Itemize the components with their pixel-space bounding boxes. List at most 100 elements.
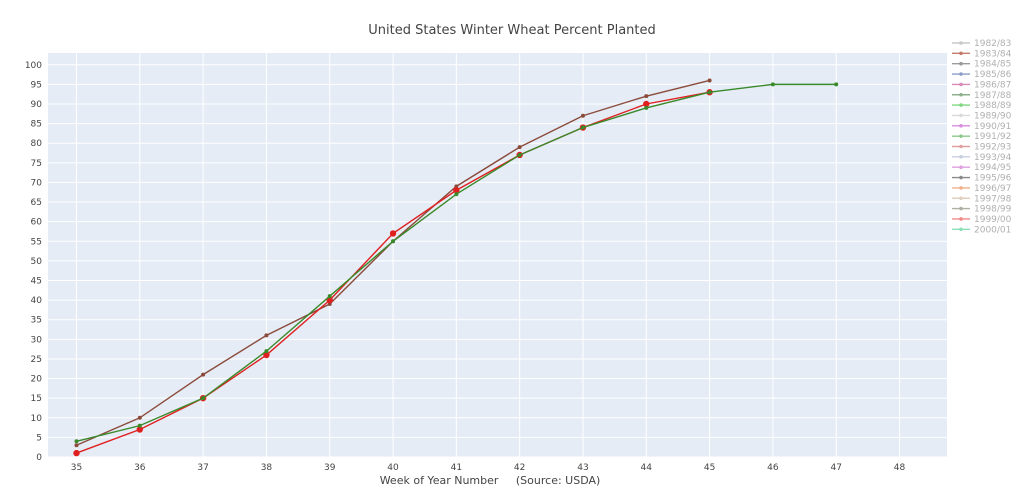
legend-item[interactable]: 1989/90 <box>952 111 1012 121</box>
legend-label: 1989/90 <box>974 111 1012 121</box>
gridlines <box>48 53 947 458</box>
legend-item[interactable]: 1994/95 <box>952 163 1011 173</box>
legend-label: 1991/92 <box>974 132 1011 142</box>
legend-item[interactable]: 1982/83 <box>952 39 1011 49</box>
legend-label: 1984/85 <box>974 60 1011 70</box>
legend-label: 1987/88 <box>974 91 1012 101</box>
y-tick-label: 15 <box>31 394 42 404</box>
legend-item[interactable]: 1985/86 <box>952 70 1012 80</box>
x-tick-label: 35 <box>71 463 82 473</box>
legend-marker-swatch <box>959 41 963 45</box>
x-tick-label: 38 <box>261 463 273 473</box>
y-tick-label: 85 <box>31 120 42 130</box>
legend-marker-swatch <box>959 113 963 118</box>
legend-item[interactable]: 1992/93 <box>952 143 1011 153</box>
data-point <box>453 187 460 194</box>
legend-label: 1985/86 <box>974 70 1012 80</box>
legend-label: 2000/01 <box>974 225 1011 235</box>
legend-item[interactable]: 1988/89 <box>952 101 1012 111</box>
x-tick-label: 43 <box>577 463 588 473</box>
y-tick-label: 40 <box>31 296 43 306</box>
legend-marker-swatch <box>959 217 963 221</box>
data-point <box>517 145 522 150</box>
legend-item[interactable]: 1983/84 <box>952 49 1012 59</box>
legend-marker-swatch <box>959 92 963 97</box>
y-tick-label: 5 <box>36 433 42 443</box>
legend-label: 1988/89 <box>974 101 1012 111</box>
legend-item[interactable]: 1993/94 <box>952 153 1012 163</box>
legend-label: 1999/00 <box>974 215 1012 225</box>
legend-item[interactable]: 1990/91 <box>952 122 1011 132</box>
legend-item[interactable]: 1996/97 <box>952 184 1011 194</box>
x-tick-label: 47 <box>830 463 841 473</box>
x-tick-label: 36 <box>134 463 146 473</box>
legend-item[interactable]: 1999/00 <box>952 215 1012 225</box>
data-point <box>834 82 839 87</box>
data-point <box>137 415 142 420</box>
legend-item[interactable]: 1997/98 <box>952 194 1012 204</box>
legend-marker-swatch <box>959 61 963 66</box>
y-tick-label: 25 <box>31 355 42 365</box>
x-tick-label: 42 <box>514 463 525 473</box>
y-tick-label: 35 <box>31 316 42 326</box>
x-tick-label: 44 <box>641 463 653 473</box>
legend-label: 1982/83 <box>974 39 1011 49</box>
y-tick-label: 65 <box>31 198 42 208</box>
legend-item[interactable]: 1984/85 <box>952 60 1011 70</box>
series-group <box>73 78 839 457</box>
data-point <box>264 349 269 354</box>
legend-marker-swatch <box>959 227 963 232</box>
data-point <box>707 90 712 95</box>
y-tick-label: 50 <box>31 257 43 267</box>
legend-marker-swatch <box>959 124 963 128</box>
x-tick-label: 40 <box>387 463 399 473</box>
legend[interactable]: 1982/831983/841984/851985/861986/871987/… <box>952 39 1012 235</box>
legend-label: 1998/99 <box>974 205 1012 215</box>
legend-label: 1996/97 <box>974 184 1011 194</box>
data-point <box>644 94 649 99</box>
data-point <box>580 113 585 118</box>
x-tick-label: 45 <box>704 463 715 473</box>
data-point <box>580 125 585 130</box>
data-point <box>201 396 206 401</box>
legend-marker-swatch <box>959 206 963 211</box>
chart-title: United States Winter Wheat Percent Plant… <box>368 23 656 38</box>
legend-item[interactable]: 1987/88 <box>952 91 1012 101</box>
y-tick-label: 60 <box>31 218 43 228</box>
data-point <box>643 100 650 108</box>
legend-label: 1990/91 <box>974 122 1011 132</box>
legend-label: 1995/96 <box>974 174 1012 184</box>
legend-marker-swatch <box>959 186 963 190</box>
legend-item[interactable]: 1991/92 <box>952 132 1011 142</box>
series-3 <box>74 82 839 444</box>
data-point <box>454 192 459 197</box>
data-point <box>391 239 396 244</box>
legend-item[interactable]: 1995/96 <box>952 174 1012 184</box>
data-point <box>389 230 397 237</box>
legend-item[interactable]: 1986/87 <box>952 80 1011 90</box>
legend-marker-swatch <box>959 175 963 180</box>
y-tick-label: 75 <box>31 159 42 169</box>
data-point <box>74 439 79 444</box>
data-point <box>264 333 269 338</box>
x-axis-ticks: 35 36 37 38 39 40 41 42 43 44 45 46 47 48 <box>71 463 906 473</box>
plot-area <box>48 53 947 457</box>
y-axis-ticks: 0 5 10 15 20 25 30 35 40 45 50 55 60 65 70 75 80 85 90 95 10… <box>25 61 42 463</box>
data-point <box>263 351 270 359</box>
x-tick-label: 48 <box>894 463 906 473</box>
legend-marker-swatch <box>959 134 963 138</box>
y-tick-label: 80 <box>31 139 43 149</box>
data-point <box>136 426 143 433</box>
y-tick-label: 100 <box>25 61 42 71</box>
y-tick-label: 95 <box>31 80 42 90</box>
legend-marker-swatch <box>959 82 963 87</box>
legend-marker-swatch <box>959 51 963 56</box>
legend-marker-swatch <box>959 196 963 201</box>
y-tick-label: 20 <box>31 375 43 385</box>
legend-item[interactable]: 1998/99 <box>952 205 1012 215</box>
x-axis-title: Week of Year Number (Source: USDA) <box>380 474 601 487</box>
y-tick-label: 45 <box>31 276 42 286</box>
data-point <box>707 78 712 83</box>
legend-item[interactable]: 2000/01 <box>952 225 1011 235</box>
